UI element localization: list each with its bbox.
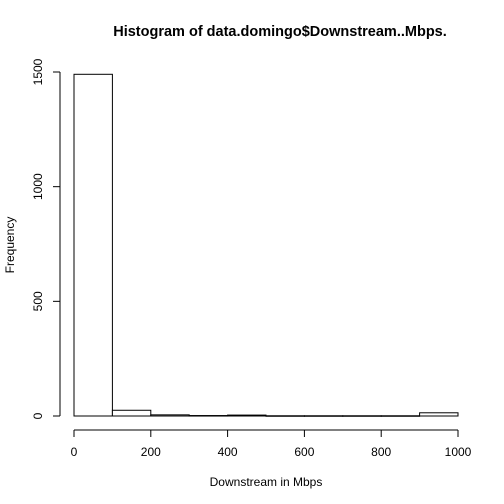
histogram-bar [150, 414, 190, 417]
histogram-bar [342, 415, 382, 417]
histogram-bar [111, 409, 152, 417]
histogram-bar [265, 415, 305, 417]
x-axis: 0 200 400 600 800 1000 [71, 429, 472, 459]
x-tick-label: 800 [371, 445, 391, 459]
y-tick-label: 1500 [31, 58, 45, 85]
x-tick-label: 0 [71, 445, 78, 459]
histogram-bar [380, 415, 421, 417]
x-axis-label: Downstream in Mbps [210, 475, 323, 489]
y-axis-label: Frequency [3, 217, 17, 274]
histogram-bar [188, 415, 229, 417]
chart-title: Histogram of data.domingo$Downstream..Mb… [113, 24, 447, 40]
y-axis: 0 500 1000 1500 [31, 58, 61, 419]
bars-group [73, 73, 459, 417]
y-tick-label: 500 [31, 291, 45, 311]
histogram-bar [227, 414, 267, 417]
y-tick-label: 0 [31, 412, 45, 419]
histogram-bar [73, 73, 113, 417]
x-tick-label: 400 [218, 445, 238, 459]
histogram-bar [303, 415, 344, 417]
x-tick-label: 200 [141, 445, 161, 459]
x-tick-label: 600 [294, 445, 314, 459]
histogram-bar [419, 412, 459, 417]
x-tick-label: 1000 [445, 445, 472, 459]
y-tick-label: 1000 [31, 173, 45, 200]
